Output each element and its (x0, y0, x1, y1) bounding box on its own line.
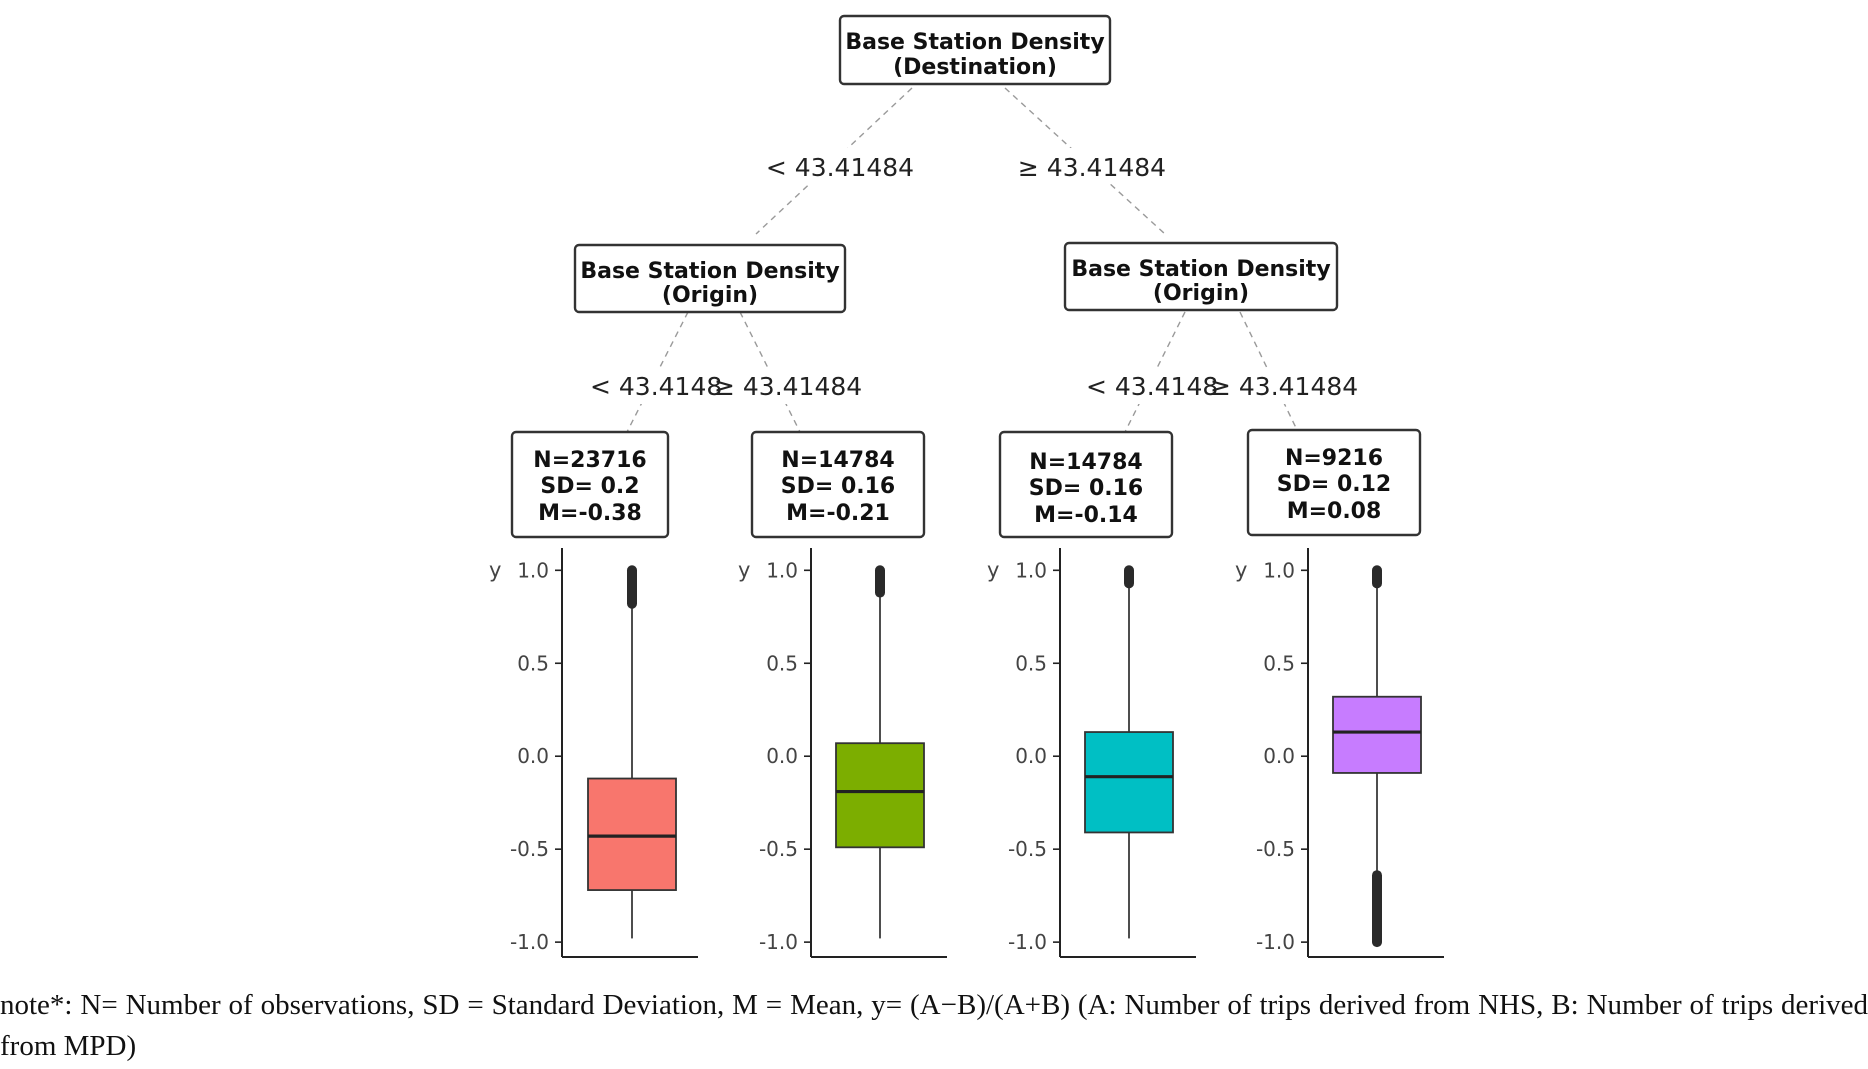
left-child-subtitle: (Origin) (662, 283, 758, 308)
boxplot-panel-1: y 1.0 0.5 0.0 -0.5 -1.0 (489, 548, 698, 958)
leaf-2-m: M=-0.21 (786, 501, 890, 526)
y-tick-label: 0.0 (766, 744, 798, 768)
y-tick-label: 1.0 (766, 558, 798, 582)
right-child-subtitle: (Origin) (1153, 281, 1249, 306)
root-split-left-label: < 43.41484 (766, 153, 914, 182)
figure-note: note*: N= Number of observations, SD = S… (0, 989, 1868, 1062)
iqr-box (1084, 731, 1174, 834)
leaf-3-sd: SD= 0.16 (1029, 476, 1143, 501)
y-tick-label: 1.0 (1263, 558, 1295, 582)
y-axis-title: y (1235, 558, 1247, 582)
y-tick-label: 1.0 (517, 558, 549, 582)
iqr-box (835, 742, 925, 849)
y-tick-label: -1.0 (759, 930, 798, 954)
boxplot-panel-3: y 1.0 0.5 0.0 -0.5 -1.0 (987, 548, 1196, 958)
left-split-right-label: ≥ 43.41484 (714, 372, 862, 401)
y-axis-title: y (738, 558, 750, 582)
edge-root-left (755, 87, 913, 235)
right-split-right-label: ≥ 43.41484 (1210, 372, 1358, 401)
y-tick-label: -0.5 (510, 837, 549, 861)
leaf-node-3: N=14784 SD= 0.16 M=-0.14 (998, 430, 1174, 539)
y-tick-label: 0.5 (517, 651, 549, 675)
leaf-node-4: N=9216 SD= 0.12 M=0.08 (1246, 428, 1422, 537)
leaf-2-sd: SD= 0.16 (781, 474, 895, 499)
leaf-4-sd: SD= 0.12 (1277, 472, 1391, 497)
y-axis-title: y (987, 558, 999, 582)
right-child-node: Base Station Density (Origin) (1063, 241, 1339, 312)
tree-diagram: < 43.41484 ≥ 43.41484 < 43.4148 ≥ 43.414… (489, 14, 1444, 958)
y-tick-label: 0.5 (1015, 651, 1047, 675)
left-child-node: Base Station Density (Origin) (573, 243, 847, 314)
y-tick-label: 0.0 (517, 744, 549, 768)
left-split-left-label: < 43.4148 (590, 372, 722, 401)
right-child-title: Base Station Density (1071, 257, 1330, 282)
y-tick-label: -0.5 (1008, 837, 1047, 861)
y-tick-label: 0.5 (1263, 651, 1295, 675)
iqr-box (1332, 695, 1422, 774)
leaf-node-1: N=23716 SD= 0.2 M=-0.38 (510, 430, 670, 539)
y-tick-label: -1.0 (510, 930, 549, 954)
root-node: Base Station Density (Destination) (838, 14, 1112, 86)
leaf-3-n: N=14784 (1029, 450, 1142, 475)
y-tick-label: -1.0 (1008, 930, 1047, 954)
leaf-1-sd: SD= 0.2 (540, 474, 639, 499)
y-tick-label: -1.0 (1256, 930, 1295, 954)
boxplot-panels: y 1.0 0.5 0.0 -0.5 -1.0 y 1.0 0.5 0.0 -0.5 -1.0 y 1.0… (489, 548, 1444, 958)
root-split-right-label: ≥ 43.41484 (1018, 153, 1166, 182)
leaf-1-m: M=-0.38 (538, 501, 642, 526)
y-tick-label: 0.0 (1263, 744, 1295, 768)
boxplot-panel-4: y 1.0 0.5 0.0 -0.5 -1.0 (1235, 548, 1444, 958)
y-tick-label: 1.0 (1015, 558, 1047, 582)
y-axis-title: y (489, 558, 501, 582)
left-child-title: Base Station Density (580, 259, 839, 284)
y-tick-label: 0.5 (766, 651, 798, 675)
y-tick-label: 0.0 (1015, 744, 1047, 768)
boxplot-panel-2: y 1.0 0.5 0.0 -0.5 -1.0 (738, 548, 947, 958)
y-tick-label: -0.5 (759, 837, 798, 861)
iqr-box (587, 777, 677, 891)
leaf-3-m: M=-0.14 (1034, 503, 1138, 528)
leaf-2-n: N=14784 (781, 448, 894, 473)
y-tick-label: -0.5 (1256, 837, 1295, 861)
leaf-1-n: N=23716 (533, 448, 646, 473)
edge-root-right (1004, 87, 1166, 235)
root-node-subtitle: (Destination) (893, 55, 1057, 80)
root-node-title: Base Station Density (845, 30, 1104, 55)
leaf-4-n: N=9216 (1285, 446, 1383, 471)
leaf-node-2: N=14784 SD= 0.16 M=-0.21 (750, 430, 926, 539)
right-split-left-label: < 43.4148 (1086, 372, 1218, 401)
leaf-4-m: M=0.08 (1287, 499, 1382, 524)
